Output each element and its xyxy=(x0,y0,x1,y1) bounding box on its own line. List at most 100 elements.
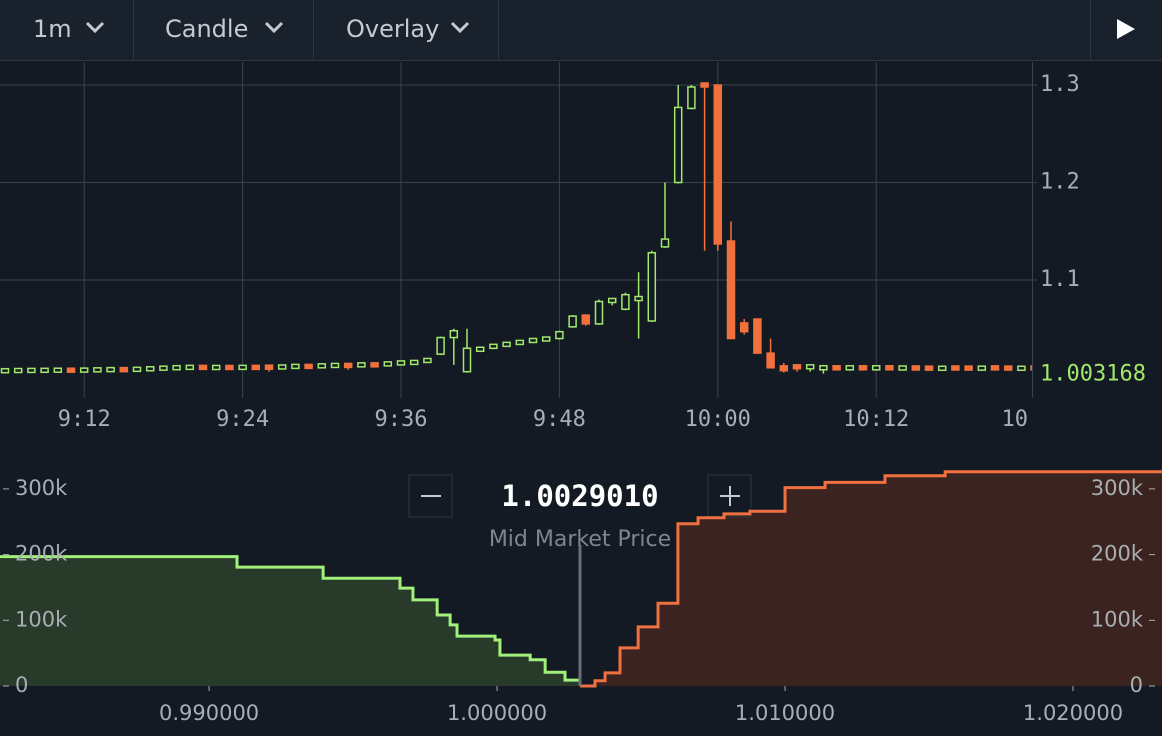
candle-body xyxy=(739,322,749,333)
candle-body xyxy=(898,365,907,371)
chart-type-label: Candle xyxy=(165,15,248,43)
candle-body xyxy=(594,300,604,325)
candle-body xyxy=(264,364,274,370)
candle-body xyxy=(977,365,987,371)
depth-area xyxy=(0,556,580,686)
chevron xyxy=(264,21,284,34)
chevron xyxy=(85,21,105,34)
y-tick-label: 200k xyxy=(1091,542,1144,566)
y-tick-label: 1.3 xyxy=(1040,72,1080,97)
depth-line xyxy=(0,555,582,686)
y-tick-label: 1.2 xyxy=(1040,170,1080,195)
candle-body xyxy=(0,367,10,374)
candle-body xyxy=(225,364,234,371)
candle-body xyxy=(27,367,36,374)
candle-body xyxy=(1030,365,1032,371)
candle-body xyxy=(40,367,49,374)
candle-body xyxy=(53,367,63,373)
y-tick-label: 100k xyxy=(15,607,68,631)
x-tick-label: 9:36 xyxy=(375,407,428,432)
candle-body xyxy=(291,363,300,370)
candle-chart: 9:12 9:24 9:36 9:48 10:00 10:12 10:24 1.1 1.2 1.3… xyxy=(0,62,1146,432)
x-tick-label: 1.000000 xyxy=(447,701,547,725)
zoom-out-button[interactable] xyxy=(408,474,453,518)
candle-body xyxy=(911,365,921,371)
candle-body xyxy=(409,359,419,366)
toolbar-bg xyxy=(0,0,1162,60)
candle-body xyxy=(489,343,498,350)
candle-body xyxy=(687,86,696,110)
plot: 9:12 9:24 9:36 9:48 10:00 10:12 10:24 xyxy=(0,62,1067,432)
candle-body xyxy=(805,364,815,370)
overlay-dropdown[interactable]: Overlay xyxy=(346,15,470,43)
play-button[interactable] xyxy=(1117,19,1135,39)
candle-body xyxy=(819,365,828,371)
candle-body xyxy=(726,240,736,340)
candle-body xyxy=(792,364,802,370)
candle-body xyxy=(568,315,577,328)
candle-body xyxy=(647,251,657,322)
x-tick-label: 0.990000 xyxy=(159,701,259,725)
x-tick-label: 10:00 xyxy=(685,407,751,432)
y-tick-label: 300k xyxy=(15,476,68,500)
candle-body xyxy=(607,297,617,304)
candle-body xyxy=(304,363,313,370)
x-tick-label: 10:12 xyxy=(843,407,909,432)
candle-body xyxy=(515,339,525,346)
depth-line xyxy=(579,470,1162,688)
candle-body xyxy=(713,84,723,245)
x-tick-label: 9:48 xyxy=(533,407,586,432)
y-tick-label: 100k xyxy=(1091,607,1144,631)
candle-body xyxy=(621,293,630,311)
candle-body xyxy=(502,341,511,348)
candle-body xyxy=(423,357,432,364)
candle-body xyxy=(277,364,287,370)
candle-body xyxy=(871,365,881,371)
candle-body xyxy=(343,362,353,369)
candle-body xyxy=(13,367,23,374)
interval-dropdown[interactable]: 1m xyxy=(33,15,105,43)
x-tick-label: 10:24 xyxy=(1001,407,1067,432)
chart-type-dropdown[interactable]: Candle xyxy=(165,15,284,43)
candle-body xyxy=(106,366,115,373)
zoom-in-button[interactable] xyxy=(707,474,752,518)
candle-body xyxy=(1017,365,1026,372)
candle-body xyxy=(660,238,670,248)
candle-body xyxy=(951,365,960,371)
candle-body xyxy=(990,365,1000,371)
y-tick-label: 300k xyxy=(1091,476,1144,500)
candle-body xyxy=(66,367,76,373)
candle-body xyxy=(753,318,762,354)
candle-body xyxy=(132,366,142,373)
mid-price: 1.0029010 xyxy=(501,479,658,513)
candle-body xyxy=(383,361,393,367)
candle-body xyxy=(858,365,868,371)
candle-body xyxy=(198,364,208,371)
candle-body xyxy=(119,366,129,373)
candle-body xyxy=(1003,365,1013,371)
last-price: 1.003168 xyxy=(1040,361,1146,386)
candle-body xyxy=(172,364,181,371)
chevron xyxy=(450,21,470,34)
candle-body xyxy=(159,365,168,371)
candle-body xyxy=(937,365,947,372)
depth-chart: 0 0 100k 100k 200k 200k 300k 300k 0.990000 1.0000… xyxy=(0,470,1162,725)
toolbar: 1m Candle Overlay xyxy=(0,0,1162,61)
candle-body xyxy=(145,365,155,372)
candle-body xyxy=(211,364,221,371)
candle-body xyxy=(475,346,485,352)
y-tick-label: 0 xyxy=(1130,673,1143,697)
candle-body xyxy=(964,365,973,371)
candle-body xyxy=(845,365,855,371)
candle-body xyxy=(634,295,643,302)
candle-body xyxy=(317,363,327,369)
interval-label: 1m xyxy=(33,15,72,43)
candle-body xyxy=(462,347,472,373)
candle-body xyxy=(673,106,683,184)
mid-price-label: Mid Market Price xyxy=(489,527,671,552)
candle-body xyxy=(766,352,775,369)
x-tick-label: 9:12 xyxy=(58,407,111,432)
candle-body xyxy=(449,329,459,339)
candle-body xyxy=(238,364,247,371)
x-tick-label: 1.020000 xyxy=(1023,701,1123,725)
